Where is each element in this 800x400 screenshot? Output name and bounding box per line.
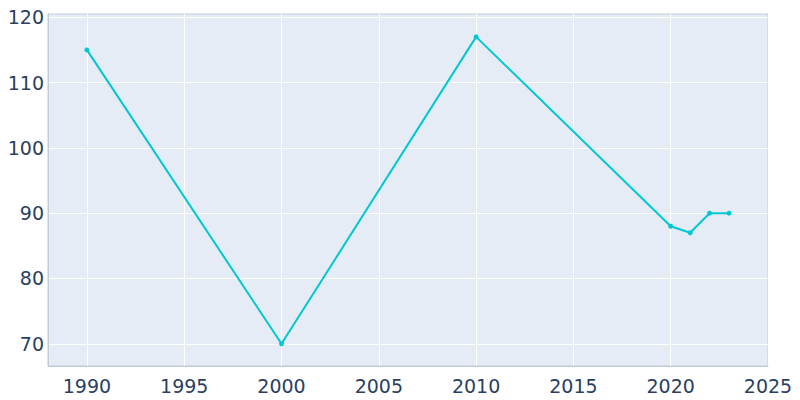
svg-text:1995: 1995 xyxy=(160,375,208,397)
svg-text:2000: 2000 xyxy=(257,375,305,397)
svg-text:1990: 1990 xyxy=(63,375,111,397)
svg-text:110: 110 xyxy=(8,72,44,94)
svg-text:2010: 2010 xyxy=(452,375,500,397)
svg-text:100: 100 xyxy=(8,137,44,159)
svg-text:120: 120 xyxy=(8,6,44,28)
svg-text:80: 80 xyxy=(20,267,44,289)
svg-text:2005: 2005 xyxy=(355,375,403,397)
svg-text:2015: 2015 xyxy=(549,375,597,397)
svg-text:70: 70 xyxy=(20,333,44,355)
svg-text:90: 90 xyxy=(20,202,44,224)
svg-text:2020: 2020 xyxy=(647,375,695,397)
svg-text:2025: 2025 xyxy=(744,375,792,397)
